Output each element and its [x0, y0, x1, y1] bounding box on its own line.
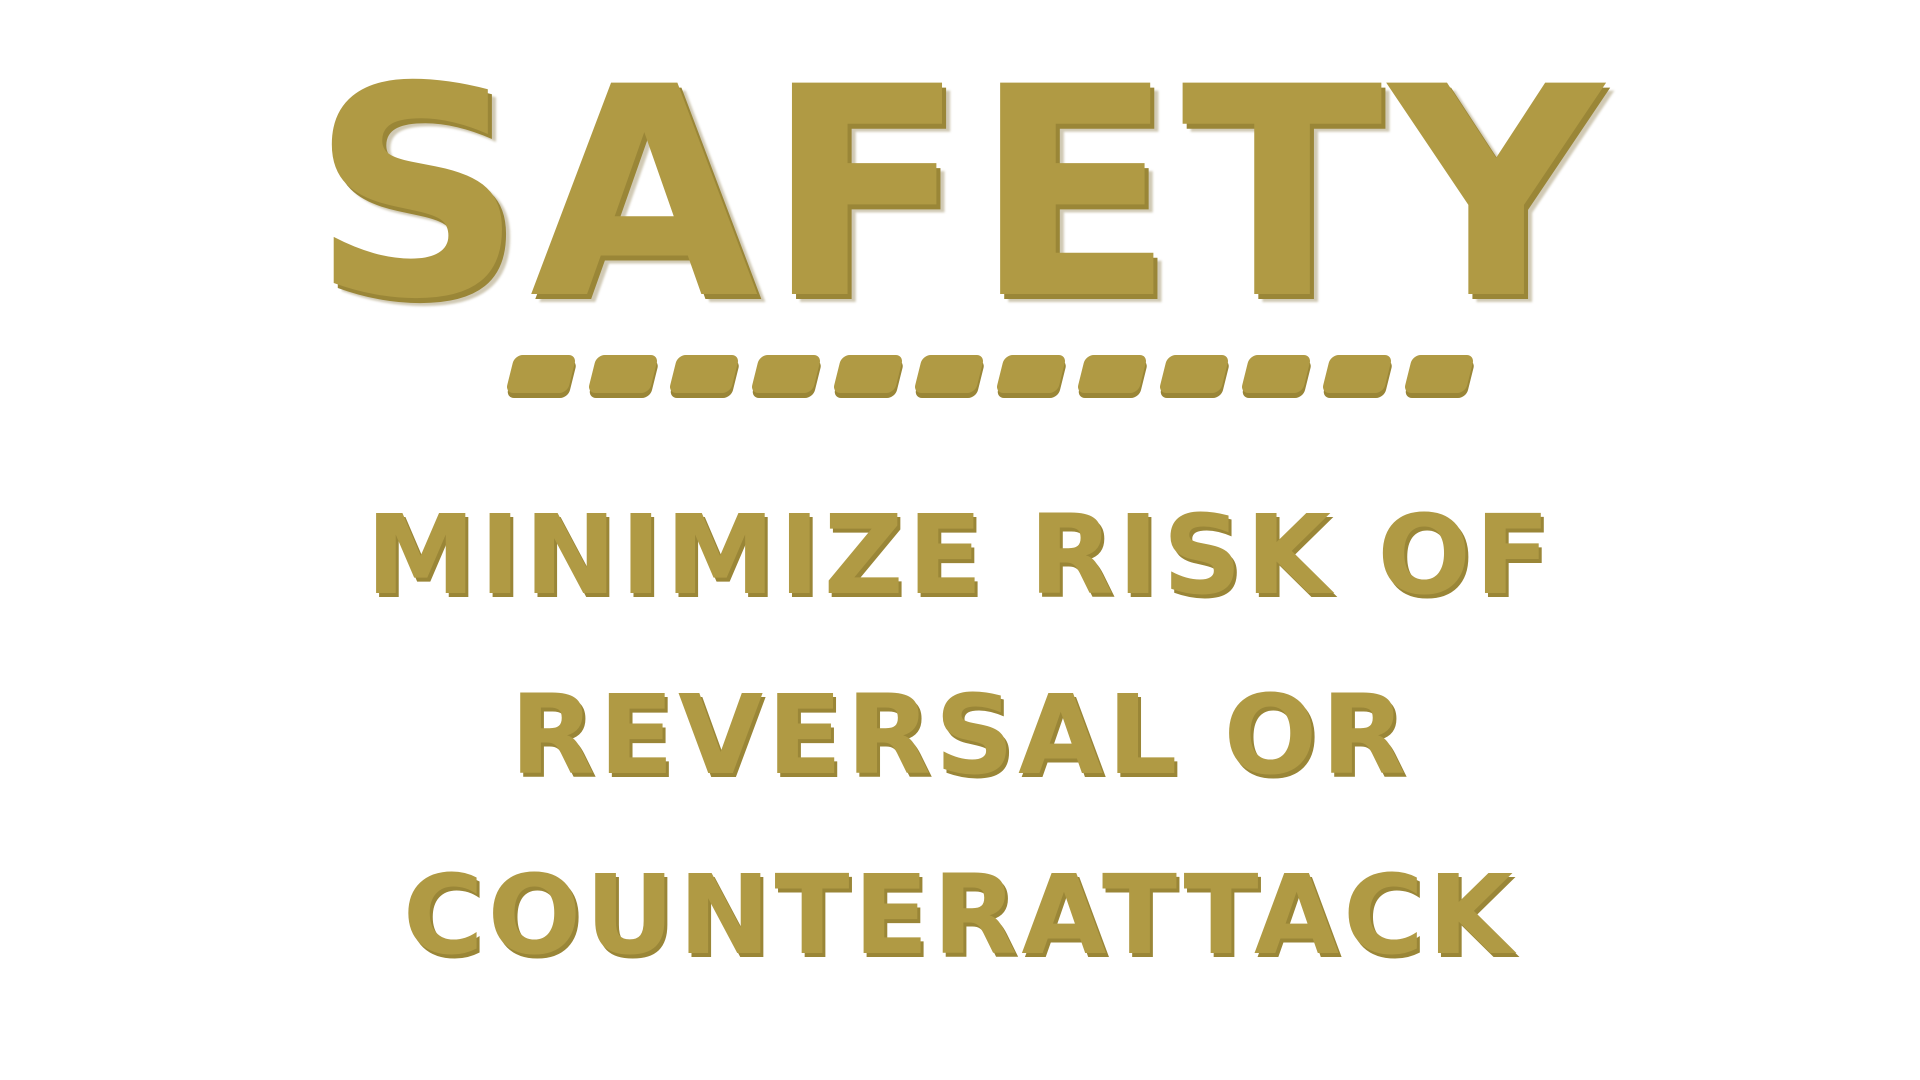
slide-title: SAFETY — [310, 26, 1610, 363]
divider-dash — [1076, 355, 1149, 393]
divider-dash — [668, 355, 740, 393]
divider-dash — [1239, 355, 1312, 393]
divider-dash — [913, 355, 985, 393]
dash-divider — [505, 355, 1475, 415]
divider-dash — [505, 355, 577, 393]
divider-dash — [1403, 355, 1475, 393]
divider-dash — [586, 355, 659, 393]
divider-dash — [995, 355, 1067, 393]
divider-dash — [750, 355, 822, 393]
divider-dash — [1158, 355, 1230, 393]
divider-dash — [831, 355, 904, 393]
body-line-3: counterattack — [402, 851, 1518, 979]
body-line-2: reversal or — [510, 671, 1410, 799]
body-line-1: minimize risk of — [365, 491, 1554, 619]
divider-dash — [1321, 355, 1393, 393]
